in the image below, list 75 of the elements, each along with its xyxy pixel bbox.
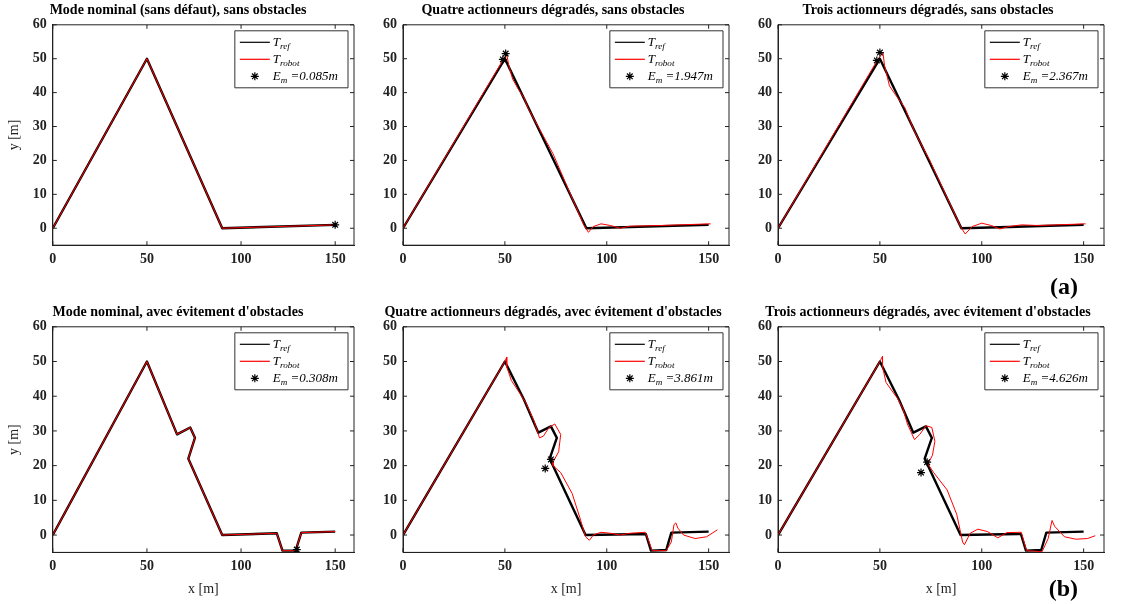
y-tick-label: 10 [383, 185, 397, 201]
y-tick-label: 0 [390, 219, 397, 235]
x-tick-label: 100 [596, 558, 618, 574]
x-axis-title: x [m] [925, 581, 957, 597]
y-tick-label: 30 [32, 422, 47, 438]
y-tick-label: 50 [32, 353, 47, 369]
y-axis-title: y [m] [6, 424, 22, 455]
x-axis-title: x [m] [550, 581, 582, 597]
x-tick-label: 50 [139, 558, 154, 574]
x-tick-label: 100 [971, 251, 993, 267]
y-tick-label: 10 [383, 491, 397, 507]
chart-title: Quatre actionneurs dégradés, sans obstacles [421, 2, 686, 18]
chart-title: Mode nominal (sans défaut), sans obstacles [49, 2, 307, 19]
y-tick-label: 30 [758, 422, 772, 438]
x-tick-label: 100 [230, 558, 252, 574]
y-tick-label: 10 [758, 185, 772, 201]
y-tick-label: 0 [39, 219, 47, 235]
y-tick-label: 20 [758, 152, 772, 168]
y-tick-label: 40 [758, 84, 772, 100]
y-tick-label: 30 [383, 118, 397, 134]
text: (b) [1048, 575, 1078, 602]
y-tick-label: 60 [758, 318, 772, 334]
y-tick-label: 60 [383, 318, 397, 334]
y-tick-label: 50 [758, 353, 772, 369]
y-tick-label: 40 [32, 84, 47, 100]
y-tick-label: 10 [32, 185, 47, 201]
y-tick-label: 30 [32, 118, 47, 134]
y-tick-label: 60 [32, 16, 47, 32]
y-tick-label: 20 [32, 152, 47, 168]
chart-title: Trois actionneurs dégradés, sans obstacles [802, 2, 1055, 18]
x-tick-label: 50 [139, 251, 154, 267]
y-tick-label: 30 [383, 422, 397, 438]
x-tick-label: 100 [230, 251, 252, 267]
y-tick-label: 40 [32, 387, 47, 403]
chart-title: Trois actionneurs dégradés, avec évitement d'obstacles [765, 304, 1092, 320]
y-tick-label: 50 [383, 353, 397, 369]
x-tick-label: 100 [971, 558, 993, 574]
x-tick-label: 50 [872, 558, 887, 574]
y-tick-label: 50 [758, 50, 772, 66]
text: (a) [1050, 273, 1078, 300]
x-tick-label: 0 [49, 558, 57, 574]
y-tick-label: 20 [383, 152, 397, 168]
y-tick-label: 0 [39, 526, 47, 542]
x-tick-label: 150 [698, 251, 720, 267]
x-tick-label: 150 [698, 558, 720, 574]
x-tick-label: 150 [324, 558, 346, 574]
y-axis-title: y [m] [6, 119, 22, 151]
x-tick-label: 150 [324, 251, 346, 267]
y-tick-label: 10 [32, 491, 47, 507]
y-tick-label: 50 [383, 50, 397, 66]
y-tick-label: 40 [383, 387, 397, 403]
y-tick-label: 50 [32, 50, 47, 66]
y-tick-label: 20 [758, 457, 772, 473]
x-axis-title: x [m] [188, 581, 219, 597]
x-tick-label: 150 [1073, 558, 1095, 574]
chart-title: Quatre actionneurs dégradés, avec évitement d'obstacles [384, 304, 723, 320]
x-tick-label: 0 [49, 251, 57, 267]
x-tick-label: 50 [497, 558, 512, 574]
y-tick-label: 20 [383, 457, 397, 473]
y-tick-label: 20 [32, 457, 47, 473]
y-tick-label: 30 [758, 118, 772, 134]
y-tick-label: 0 [390, 526, 397, 542]
y-tick-label: 40 [758, 387, 772, 403]
y-tick-label: 60 [32, 318, 47, 334]
y-tick-label: 60 [383, 16, 397, 32]
x-tick-label: 50 [872, 251, 887, 267]
x-tick-label: 150 [1073, 251, 1095, 267]
x-tick-label: 50 [497, 251, 512, 267]
y-tick-label: 0 [765, 219, 772, 235]
y-tick-label: 0 [765, 526, 772, 542]
x-tick-label: 100 [596, 251, 618, 267]
y-tick-label: 60 [758, 16, 772, 32]
y-tick-label: 10 [758, 491, 772, 507]
chart-title: Mode nominal, avec évitement d'obstacles [52, 304, 304, 320]
y-tick-label: 40 [383, 84, 397, 100]
